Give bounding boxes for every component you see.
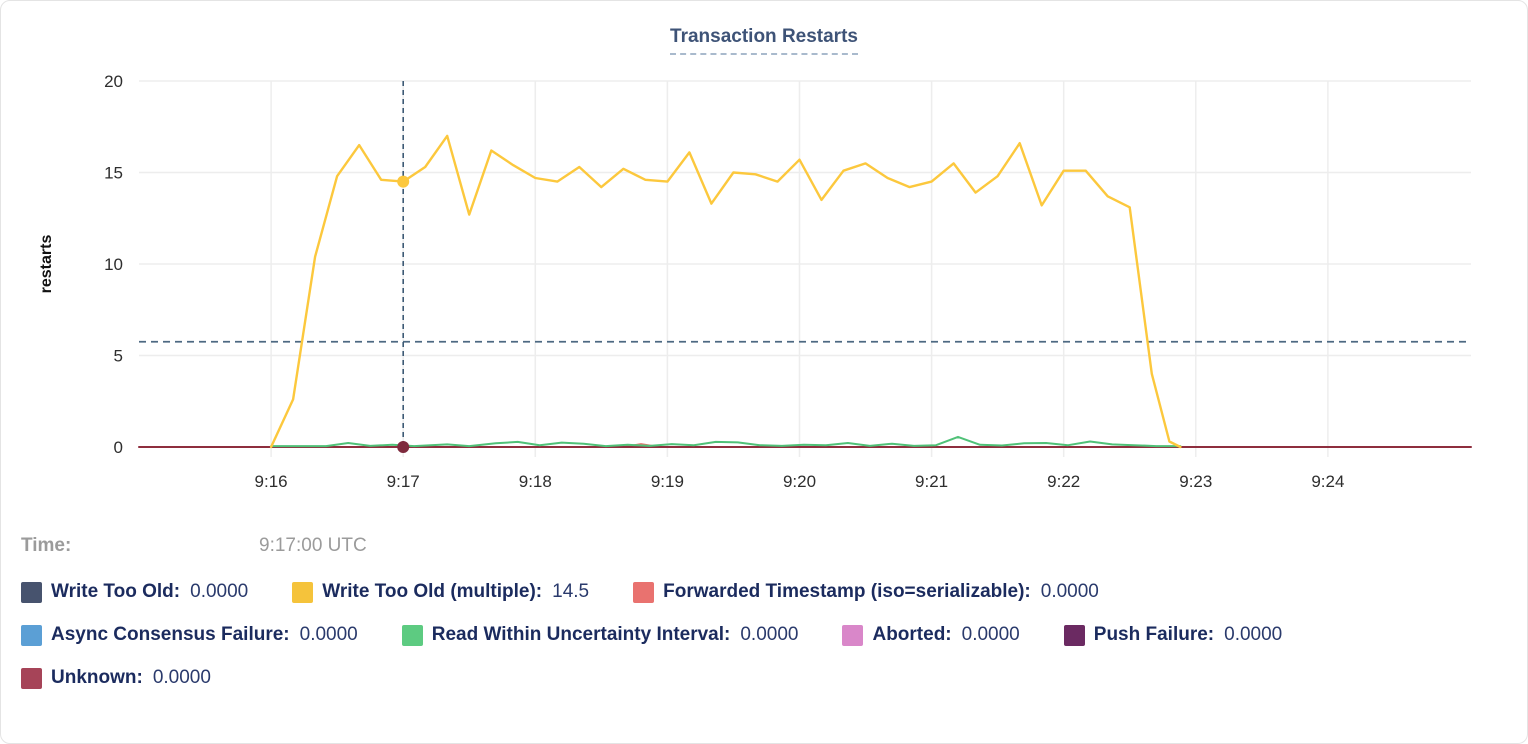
legend-swatch-icon <box>292 581 314 603</box>
legend-label: Write Too Old (multiple): <box>322 581 543 602</box>
y-tick-label: 15 <box>104 164 123 183</box>
hover-point <box>397 441 410 453</box>
legend-item: Write Too Old (multiple): 14.5 <box>292 581 589 603</box>
legend-swatch-icon <box>633 581 655 603</box>
legend-value: 0.0000 <box>299 624 358 645</box>
time-value: 9:17:00 UTC <box>259 535 367 556</box>
legend-item: Async Consensus Failure: 0.0000 <box>21 624 358 646</box>
x-tick-label: 9:17 <box>387 472 420 491</box>
legend-value: 0.0000 <box>152 667 211 688</box>
x-tick-label: 9:23 <box>1179 472 1212 491</box>
legend-label: Push Failure: <box>1093 624 1215 645</box>
legend-swatch-icon <box>21 667 42 689</box>
legend-row-1: Write Too Old: 0.0000 Write Too Old (multi… <box>1 581 1527 603</box>
legend-item: Push Failure: 0.0000 <box>1063 624 1283 646</box>
legend-item: Read Within Uncertainty Interval: 0.0000 <box>401 624 799 646</box>
y-tick-label: 0 <box>114 438 123 457</box>
legend-value: 0.0000 <box>190 581 249 602</box>
legend-value: 0.0000 <box>740 624 799 645</box>
legend-swatch-icon <box>401 624 423 646</box>
legend-value: 0.0000 <box>1040 581 1099 602</box>
legend-swatch-icon <box>1063 624 1085 646</box>
series-line <box>270 435 1182 448</box>
legend-swatch-icon <box>21 581 42 603</box>
legend-label: Async Consensus Failure: <box>51 624 290 645</box>
legend-swatch-icon <box>21 624 42 646</box>
x-tick-label: 9:24 <box>1311 472 1344 491</box>
x-tick-label: 9:19 <box>651 472 684 491</box>
chart-tooltip: Time: 9:17:00 UTC Write Too Old: 0.0000 Wr… <box>1 535 1527 710</box>
y-axis-label: restarts <box>38 235 55 294</box>
series-line <box>269 134 1182 449</box>
x-tick-label: 9:21 <box>915 472 948 491</box>
tooltip-time-row: Time: 9:17:00 UTC <box>1 535 1527 557</box>
hover-point <box>397 175 410 188</box>
legend-row-3: Unknown: 0.0000 <box>1 667 1527 689</box>
transaction-restarts-chart[interactable]: 0 5 10 15 20 9:16 9:17 9:18 9:19 9:20 9:21 9:22 9:23… <box>1 59 1528 519</box>
legend-label: Read Within Uncertainty Interval: <box>431 624 731 645</box>
x-grid: 9:16 9:17 9:18 9:19 9:20 9:21 9:22 9:23 9:24 <box>255 81 1344 491</box>
legend-value: 0.0000 <box>1224 624 1283 645</box>
x-tick-label: 9:20 <box>783 472 816 491</box>
chart-svg[interactable]: 0 5 10 15 20 9:16 9:17 9:18 9:19 9:20 9:21 9:22 9:23… <box>1 59 1528 519</box>
y-tick-label: 20 <box>104 72 123 91</box>
legend-label: Aborted: <box>872 624 952 645</box>
legend-item: Aborted: 0.0000 <box>842 624 1020 646</box>
legend-row-2: Async Consensus Failure: 0.0000 Read Withi… <box>1 624 1527 646</box>
legend-item: Forwarded Timestamp (iso=serializable): 0… <box>633 581 1099 603</box>
y-tick-label: 5 <box>114 347 123 366</box>
legend-item: Write Too Old: 0.0000 <box>21 581 248 603</box>
time-label: Time: <box>21 535 72 556</box>
chart-title[interactable]: Transaction Restarts <box>670 26 858 55</box>
chart-legend: Write Too Old: 0.0000 Write Too Old (multi… <box>1 581 1527 689</box>
y-tick-label: 10 <box>104 255 123 274</box>
legend-swatch-icon <box>842 624 864 646</box>
x-tick-label: 9:18 <box>519 472 552 491</box>
legend-label: Unknown: <box>51 667 143 688</box>
legend-value: 14.5 <box>552 581 590 602</box>
x-tick-label: 9:22 <box>1047 472 1080 491</box>
legend-value: 0.0000 <box>961 624 1020 645</box>
y-grid: 0 5 10 15 20 <box>104 72 1471 457</box>
legend-item: Unknown: 0.0000 <box>21 667 211 689</box>
legend-label: Forwarded Timestamp (iso=serializable): <box>663 581 1031 602</box>
x-tick-label: 9:16 <box>255 472 288 491</box>
legend-label: Write Too Old: <box>51 581 181 602</box>
